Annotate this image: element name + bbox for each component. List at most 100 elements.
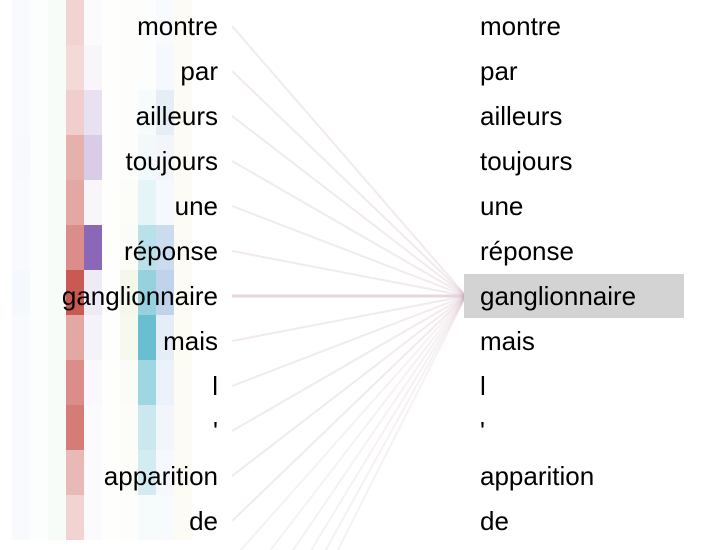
heatmap-cell — [102, 45, 120, 90]
heatmap-cell — [12, 450, 30, 495]
heatmap-cell — [48, 90, 66, 135]
heatmap-cell — [138, 270, 156, 315]
heatmap-cell — [84, 45, 102, 90]
heatmap-cell — [66, 495, 84, 540]
attention-link — [231, 295, 467, 387]
right-token[interactable]: mais — [480, 326, 535, 356]
left-token[interactable]: montre — [137, 11, 218, 41]
heatmap-cell — [30, 45, 48, 90]
heatmap-cell — [102, 135, 120, 180]
heatmap-cell — [48, 135, 66, 180]
heatmap-cell — [48, 495, 66, 540]
heatmap-cell — [84, 360, 102, 405]
heatmap-cell — [66, 225, 84, 270]
right-token-selected[interactable]: ganglionnaire — [480, 281, 637, 311]
heatmap-cell — [120, 135, 138, 180]
left-token[interactable]: toujours — [125, 146, 219, 176]
left-token[interactable]: réponse — [124, 236, 218, 266]
attention-link — [292, 295, 467, 550]
heatmap-cell — [12, 405, 30, 450]
heatmap-cell — [12, 225, 30, 270]
right-token[interactable]: réponse — [480, 236, 574, 266]
heatmap-cell — [120, 360, 138, 405]
heatmap-cell — [120, 270, 138, 315]
heatmap-cell — [174, 45, 192, 90]
right-token[interactable]: une — [480, 191, 524, 221]
heatmap-cell — [12, 495, 30, 540]
left-token[interactable]: ' — [213, 416, 218, 446]
heatmap-cell — [174, 450, 192, 495]
selected-token-highlight — [464, 274, 684, 318]
left-token[interactable]: par — [180, 56, 218, 86]
attention-link — [231, 160, 467, 297]
heatmap-cell — [156, 450, 174, 495]
heatmap-cell — [156, 0, 174, 45]
heatmap-cell — [102, 360, 120, 405]
right-token[interactable]: ailleurs — [480, 101, 563, 131]
heatmap-cell — [66, 315, 84, 360]
heatmap-cell — [30, 315, 48, 360]
heatmap-cell — [156, 225, 174, 270]
left-token[interactable]: apparition — [103, 461, 218, 491]
heatmap-cell — [138, 315, 156, 360]
heatmap-cell — [12, 360, 30, 405]
attention-link — [336, 295, 467, 550]
heatmap-cell — [48, 270, 66, 315]
attention-link — [231, 70, 467, 297]
heatmap-cell — [102, 495, 120, 540]
heatmap-cell — [12, 270, 30, 315]
heatmap-cell — [30, 450, 48, 495]
heatmap-cell — [84, 180, 102, 225]
left-token[interactable]: de — [189, 506, 218, 536]
attention-link — [231, 295, 467, 477]
heatmap-cell — [138, 495, 156, 540]
right-token[interactable]: ' — [480, 416, 485, 446]
right-token[interactable]: apparition — [480, 461, 595, 491]
left-token[interactable]: mais — [163, 326, 218, 356]
heatmap-cell — [102, 225, 120, 270]
heatmap-cell — [84, 90, 102, 135]
heatmap-cell — [48, 0, 66, 45]
heatmap-cell — [156, 180, 174, 225]
heatmap-cell — [66, 180, 84, 225]
heatmap-cell — [66, 360, 84, 405]
heatmap-cell — [66, 270, 84, 315]
heatmap-cell — [102, 405, 120, 450]
right-token[interactable]: toujours — [480, 146, 573, 176]
heatmap-cell — [102, 90, 120, 135]
heatmap-cell — [120, 45, 138, 90]
heatmap-cell — [48, 405, 66, 450]
right-token[interactable]: l — [480, 371, 486, 401]
heatmap-cell — [156, 405, 174, 450]
heatmap-cell — [84, 135, 102, 180]
heatmap-cell — [30, 180, 48, 225]
heatmap-cell — [48, 45, 66, 90]
heatmap-cell — [30, 0, 48, 45]
heatmap-cell — [102, 450, 120, 495]
attention-link — [231, 115, 467, 297]
heatmap-cell — [120, 180, 138, 225]
heatmap-cell — [120, 90, 138, 135]
heatmap-cell — [174, 225, 192, 270]
heatmap-cell — [66, 45, 84, 90]
left-token[interactable]: une — [174, 191, 218, 221]
heatmap-cell — [174, 270, 192, 315]
heatmap-cell — [12, 180, 30, 225]
left-token[interactable]: ailleurs — [135, 101, 218, 131]
heatmap-cell — [138, 405, 156, 450]
heatmap-cell — [138, 225, 156, 270]
heatmap-cell — [120, 0, 138, 45]
right-token[interactable]: par — [480, 56, 518, 86]
right-token[interactable]: de — [480, 506, 509, 536]
left-token[interactable]: ganglionnaire — [61, 281, 218, 311]
heatmap-cell — [120, 495, 138, 540]
heatmap-cell — [48, 180, 66, 225]
right-token[interactable]: montre — [480, 11, 561, 41]
heatmap-cell — [174, 495, 192, 540]
heatmap-cell — [156, 135, 174, 180]
heatmap-cell — [12, 90, 30, 135]
left-token[interactable]: l — [212, 371, 218, 401]
attention-link — [231, 250, 467, 297]
